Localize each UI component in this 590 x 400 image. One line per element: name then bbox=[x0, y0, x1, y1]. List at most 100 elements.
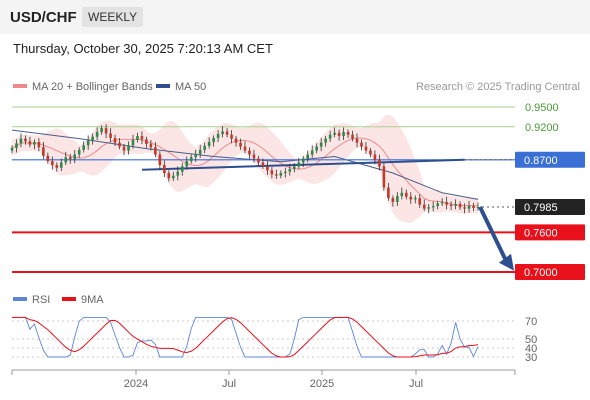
candle-body bbox=[221, 131, 224, 135]
candle-body bbox=[109, 133, 112, 139]
candle-body bbox=[301, 158, 305, 163]
candle-body bbox=[360, 142, 363, 147]
candle-body bbox=[337, 132, 341, 137]
candle-body bbox=[297, 162, 301, 167]
rsi-legend-swatch bbox=[13, 297, 27, 301]
candle-body bbox=[28, 141, 32, 145]
candle-body bbox=[95, 132, 99, 137]
ma9-legend-label: 9MA bbox=[81, 294, 104, 306]
ma9-legend-swatch bbox=[62, 297, 76, 301]
timeframe-button[interactable]: WEEKLY bbox=[82, 7, 144, 27]
candle-body bbox=[163, 165, 166, 173]
candle-body bbox=[203, 145, 206, 150]
candle-body bbox=[15, 143, 18, 148]
candle-body bbox=[472, 206, 475, 208]
symbol-title: USD/CHF bbox=[10, 9, 77, 26]
ma20-legend-swatch bbox=[13, 84, 27, 88]
timestamp: Thursday, October 30, 2025 7:20:13 AM CE… bbox=[13, 41, 273, 56]
candle-body bbox=[86, 140, 90, 146]
candle-body bbox=[405, 192, 408, 197]
candle-body bbox=[145, 139, 148, 144]
candle-body bbox=[149, 143, 153, 148]
candle-body bbox=[104, 128, 108, 134]
candle-body bbox=[324, 138, 327, 143]
candle-body bbox=[413, 198, 417, 200]
candle-body bbox=[243, 146, 247, 151]
candle-body bbox=[467, 206, 471, 209]
candle-body bbox=[288, 169, 292, 172]
candle-body bbox=[422, 204, 426, 209]
candle-body bbox=[73, 154, 77, 160]
candle-body bbox=[275, 174, 278, 176]
candle-body bbox=[100, 128, 103, 133]
candle-body bbox=[68, 157, 72, 160]
ma50-legend-swatch bbox=[156, 84, 170, 88]
price-label-box bbox=[515, 198, 585, 215]
candle-body bbox=[310, 150, 314, 155]
candle-body bbox=[212, 138, 215, 142]
time-tick-label: 2024 bbox=[124, 378, 148, 390]
candle-body bbox=[118, 142, 121, 147]
copyright-text: Research © 2025 Trading Central bbox=[416, 81, 580, 93]
bollinger-band bbox=[12, 114, 478, 223]
time-tick-label: 2025 bbox=[310, 378, 334, 390]
candle-body bbox=[172, 175, 175, 179]
candle-body bbox=[279, 173, 283, 176]
candle-body bbox=[373, 154, 377, 160]
candle-body bbox=[19, 138, 23, 144]
time-tick-label: Jul bbox=[222, 378, 236, 390]
candle-body bbox=[391, 198, 395, 203]
candle-body bbox=[364, 146, 368, 151]
candle-body bbox=[333, 132, 336, 135]
candle-body bbox=[185, 161, 189, 167]
candle-body bbox=[127, 145, 130, 151]
pivot-label: 0.8700 bbox=[524, 155, 558, 167]
candle-body bbox=[230, 134, 233, 139]
time-axis: 2024 Jul 2025 Jul bbox=[11, 369, 516, 390]
candle-body bbox=[445, 202, 448, 205]
support-label-box bbox=[515, 264, 585, 280]
rsi-tick-label: 30 bbox=[525, 352, 537, 364]
price-label: 0.7985 bbox=[524, 202, 558, 214]
candle-body bbox=[449, 204, 453, 206]
candle-body bbox=[351, 134, 354, 139]
candle-body bbox=[131, 140, 135, 146]
support-label: 0.7000 bbox=[524, 267, 558, 279]
candle-body bbox=[270, 170, 274, 175]
candle-body bbox=[248, 150, 251, 155]
candle-body bbox=[355, 138, 359, 143]
candle-body bbox=[113, 138, 117, 143]
candle-body bbox=[476, 206, 480, 208]
header-bar: USD/CHF WEEKLY bbox=[0, 0, 590, 34]
rsi-line bbox=[12, 316, 479, 358]
candle-body bbox=[24, 138, 27, 142]
candle-body bbox=[387, 187, 390, 199]
rsi-ma9-line bbox=[12, 316, 479, 358]
candle-body bbox=[167, 173, 171, 179]
forecast-arrow-head bbox=[499, 253, 514, 271]
candle-body bbox=[239, 142, 242, 147]
candle-body bbox=[91, 136, 94, 141]
candle-body bbox=[346, 132, 350, 135]
candle-body bbox=[315, 146, 318, 151]
candle-body bbox=[409, 196, 413, 200]
support-label-box bbox=[515, 224, 585, 241]
candle-body bbox=[51, 161, 54, 166]
main-plot: 0.9500 0.9200 0.8700 0.7985 0.7600 0.7000 bbox=[10, 102, 585, 280]
ma20-legend-label: MA 20 + Bollinger Bands bbox=[32, 81, 153, 93]
candle-body bbox=[342, 132, 345, 137]
candle-body bbox=[216, 134, 220, 139]
ma20-line bbox=[11, 137, 479, 207]
candle-body bbox=[257, 158, 260, 163]
candle-body bbox=[82, 145, 85, 150]
candle-body bbox=[194, 153, 198, 158]
candle-body bbox=[198, 149, 202, 154]
candle-body bbox=[189, 157, 193, 162]
candle-body bbox=[396, 196, 399, 203]
candle-body bbox=[369, 150, 372, 155]
pivot-label-box bbox=[515, 151, 585, 168]
candle-body bbox=[234, 138, 238, 143]
candle-body bbox=[42, 147, 45, 156]
candle-body bbox=[46, 155, 50, 162]
